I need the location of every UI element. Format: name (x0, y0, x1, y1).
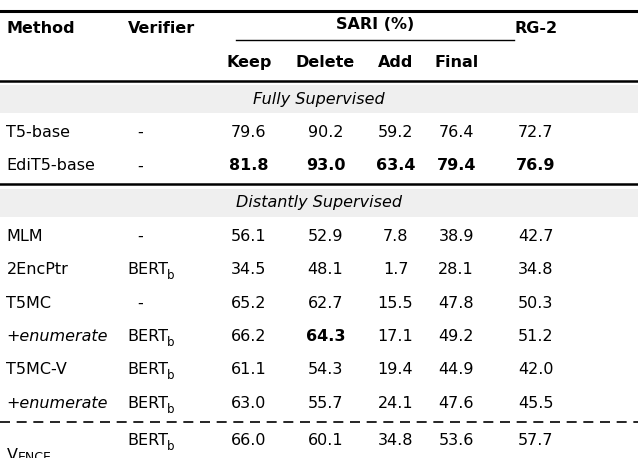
Text: 66.0: 66.0 (231, 433, 267, 447)
Text: 45.5: 45.5 (518, 396, 554, 411)
Text: 34.5: 34.5 (231, 262, 267, 277)
Text: 7.8: 7.8 (383, 229, 408, 244)
Text: b: b (167, 336, 175, 349)
Text: 65.2: 65.2 (231, 295, 267, 311)
Text: BERT: BERT (128, 329, 168, 344)
Text: 72.7: 72.7 (518, 125, 554, 140)
Text: RG-2: RG-2 (514, 22, 558, 36)
Text: b: b (167, 440, 175, 453)
Text: 51.2: 51.2 (518, 329, 554, 344)
Text: 90.2: 90.2 (308, 125, 343, 140)
Text: b: b (167, 403, 175, 416)
Text: 81.8: 81.8 (229, 158, 269, 174)
Text: 61.1: 61.1 (231, 362, 267, 377)
Text: 44.9: 44.9 (438, 362, 474, 377)
Text: Verifier: Verifier (128, 22, 195, 36)
Text: 52.9: 52.9 (308, 229, 343, 244)
Text: 19.4: 19.4 (378, 362, 413, 377)
Text: Add: Add (378, 55, 413, 70)
Text: MLM: MLM (6, 229, 43, 244)
Text: 38.9: 38.9 (438, 229, 474, 244)
Text: 50.3: 50.3 (518, 295, 554, 311)
Text: Fully Supervised: Fully Supervised (253, 92, 385, 107)
Text: +enumerate: +enumerate (6, 329, 108, 344)
Bar (0, 189, 638, 217)
Text: 59.2: 59.2 (378, 125, 413, 140)
Text: 34.8: 34.8 (378, 433, 413, 447)
Text: T5MC-V: T5MC-V (6, 362, 67, 377)
Text: EdiT5-base: EdiT5-base (6, 158, 95, 174)
Text: T5MC: T5MC (6, 295, 52, 311)
Text: 24.1: 24.1 (378, 396, 413, 411)
Text: ENCE: ENCE (18, 451, 52, 458)
Text: b: b (167, 369, 175, 382)
Text: T5-base: T5-base (6, 125, 70, 140)
Text: 79.4: 79.4 (436, 158, 476, 174)
Text: BERT: BERT (128, 433, 168, 447)
Bar (0, 85, 638, 113)
Text: 47.8: 47.8 (438, 295, 474, 311)
Text: SARI (%): SARI (%) (336, 17, 414, 32)
Text: 34.8: 34.8 (518, 262, 554, 277)
Text: -: - (137, 295, 143, 311)
Text: BERT: BERT (128, 362, 168, 377)
Text: BERT: BERT (128, 396, 168, 411)
Text: 64.3: 64.3 (306, 329, 345, 344)
Text: 2EncPtr: 2EncPtr (6, 262, 68, 277)
Text: 93.0: 93.0 (306, 158, 345, 174)
Text: 62.7: 62.7 (308, 295, 343, 311)
Text: V: V (6, 448, 17, 458)
Text: 28.1: 28.1 (438, 262, 474, 277)
Text: 53.6: 53.6 (438, 433, 474, 447)
Text: 42.7: 42.7 (518, 229, 554, 244)
Text: 76.4: 76.4 (438, 125, 474, 140)
Text: 17.1: 17.1 (378, 329, 413, 344)
Text: 56.1: 56.1 (231, 229, 267, 244)
Text: -: - (137, 158, 143, 174)
Text: Method: Method (6, 22, 75, 36)
Text: 60.1: 60.1 (308, 433, 343, 447)
Text: 49.2: 49.2 (438, 329, 474, 344)
Text: 48.1: 48.1 (308, 262, 343, 277)
Text: -: - (137, 229, 143, 244)
Text: 15.5: 15.5 (378, 295, 413, 311)
Text: 63.0: 63.0 (231, 396, 267, 411)
Text: -: - (137, 125, 143, 140)
Text: 66.2: 66.2 (231, 329, 267, 344)
Text: 42.0: 42.0 (518, 362, 554, 377)
Text: +enumerate: +enumerate (6, 396, 108, 411)
Text: 55.7: 55.7 (308, 396, 343, 411)
Text: BERT: BERT (128, 262, 168, 277)
Text: Delete: Delete (296, 55, 355, 70)
Text: 54.3: 54.3 (308, 362, 343, 377)
Text: 76.9: 76.9 (516, 158, 556, 174)
Text: 47.6: 47.6 (438, 396, 474, 411)
Text: 57.7: 57.7 (518, 433, 554, 447)
Text: 1.7: 1.7 (383, 262, 408, 277)
Text: 79.6: 79.6 (231, 125, 267, 140)
Text: Distantly Supervised: Distantly Supervised (236, 195, 402, 210)
Text: 63.4: 63.4 (376, 158, 415, 174)
Text: b: b (167, 269, 175, 282)
Text: Keep: Keep (226, 55, 272, 70)
Text: Final: Final (434, 55, 478, 70)
